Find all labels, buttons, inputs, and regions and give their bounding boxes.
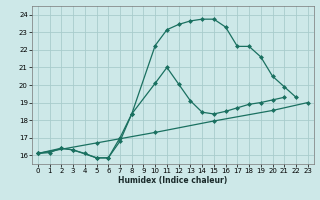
X-axis label: Humidex (Indice chaleur): Humidex (Indice chaleur) [118,176,228,185]
